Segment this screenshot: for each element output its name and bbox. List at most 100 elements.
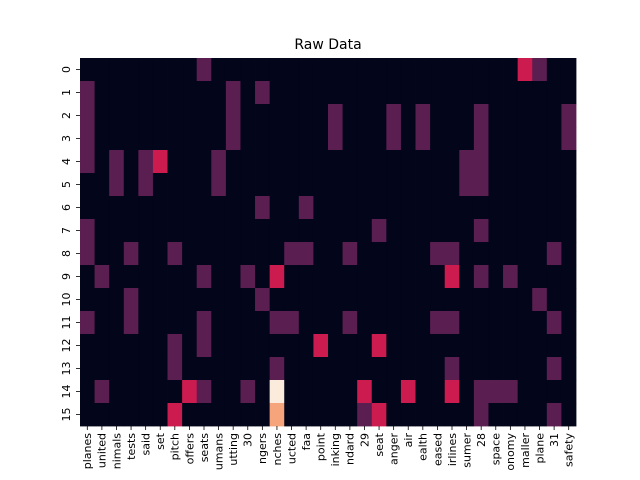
heatmap-cell — [152, 150, 168, 174]
heatmap-cell — [138, 288, 154, 312]
heatmap-cell — [167, 196, 183, 220]
heatmap-cell — [342, 127, 358, 151]
heatmap-cell — [182, 150, 198, 174]
heatmap-cell — [532, 81, 548, 105]
heatmap-cell — [255, 81, 271, 105]
heatmap-cell — [80, 81, 95, 105]
heatmap-cell — [225, 81, 241, 105]
heatmap-cell — [415, 173, 431, 197]
heatmap-cell — [561, 265, 577, 289]
heatmap-cell — [313, 219, 329, 243]
heatmap-cell — [240, 357, 256, 381]
heatmap-cell — [386, 104, 402, 128]
heatmap-cell — [284, 196, 300, 220]
heatmap-cell — [284, 104, 300, 128]
heatmap-cell — [182, 380, 198, 404]
heatmap-cell — [255, 265, 271, 289]
heatmap-cell — [211, 242, 227, 266]
heatmap-cell — [182, 334, 198, 358]
heatmap-cell — [561, 288, 577, 312]
heatmap-cell — [473, 58, 489, 82]
heatmap-cell — [546, 58, 562, 82]
heatmap-cell — [167, 242, 183, 266]
heatmap-cell — [342, 58, 358, 82]
heatmap-cell — [473, 127, 489, 151]
heatmap-cell — [342, 288, 358, 312]
heatmap-cell — [386, 311, 402, 335]
heatmap-cell — [152, 288, 168, 312]
heatmap-cell — [240, 242, 256, 266]
heatmap-cell — [328, 196, 343, 220]
heatmap-cell — [503, 357, 519, 381]
heatmap-cell — [196, 127, 212, 151]
heatmap-cell — [473, 242, 489, 266]
heatmap-cell — [357, 219, 373, 243]
heatmap-cell — [94, 380, 110, 404]
heatmap-cell — [488, 242, 504, 266]
y-tick-label: 10 — [60, 293, 73, 307]
heatmap-cell — [342, 196, 358, 220]
heatmap-cell — [415, 265, 431, 289]
x-axis: planes united nimals tests said set pitch offer… — [81, 426, 576, 471]
heatmap-cell — [503, 81, 519, 105]
heatmap-cell — [488, 127, 504, 151]
heatmap-cell — [269, 334, 285, 358]
heatmap-cell — [182, 311, 198, 335]
heatmap-cell — [430, 104, 446, 128]
heatmap-cell — [196, 288, 212, 312]
heatmap-cell — [357, 403, 373, 427]
heatmap-cell — [167, 104, 183, 128]
x-tick-label: said — [140, 433, 153, 456]
y-tick-label: 2 — [60, 112, 73, 119]
x-tick-label: ngers — [256, 433, 269, 464]
heatmap-cell — [430, 242, 446, 266]
heatmap-cell — [240, 173, 256, 197]
heatmap-cell — [240, 334, 256, 358]
heatmap-cell — [532, 242, 548, 266]
heatmap-cell — [182, 403, 198, 427]
heatmap-cell — [269, 380, 285, 404]
heatmap-cell — [546, 334, 562, 358]
heatmap-cell — [444, 173, 460, 197]
heatmap-cell — [298, 81, 314, 105]
heatmap-cell — [400, 150, 416, 174]
heatmap-cell — [182, 357, 198, 381]
y-tick-label: 3 — [60, 135, 73, 142]
heatmap-cell — [138, 127, 154, 151]
heatmap-cell — [182, 58, 198, 82]
heatmap-cell — [225, 242, 241, 266]
heatmap-cell — [517, 265, 533, 289]
heatmap-cell — [167, 173, 183, 197]
heatmap-cell — [430, 311, 446, 335]
heatmap-cell — [313, 380, 329, 404]
heatmap-cell — [415, 357, 431, 381]
heatmap-cell — [386, 242, 402, 266]
heatmap-cell — [430, 219, 446, 243]
heatmap-cell — [196, 265, 212, 289]
heatmap-cell — [488, 311, 504, 335]
y-tick-label: 7 — [60, 227, 73, 234]
heatmap-cell — [211, 127, 227, 151]
x-tick-label: nimals — [110, 433, 123, 470]
heatmap-cell — [138, 196, 154, 220]
x-tick-label: 28 — [475, 433, 488, 447]
heatmap-cell — [240, 104, 256, 128]
heatmap-cell — [284, 58, 300, 82]
heatmap-cell — [255, 173, 271, 197]
heatmap-cell — [123, 58, 139, 82]
heatmap-cell — [532, 288, 548, 312]
heatmap-cell — [459, 150, 475, 174]
heatmap-cell — [328, 265, 343, 289]
heatmap-cell — [255, 288, 271, 312]
y-tick-label: 0 — [60, 66, 73, 73]
heatmap-cell — [386, 219, 402, 243]
heatmap-cell — [94, 219, 110, 243]
heatmap-cell — [328, 334, 343, 358]
heatmap-cell — [328, 127, 343, 151]
heatmap-cell — [503, 127, 519, 151]
heatmap-cell — [313, 104, 329, 128]
heatmap-cell — [546, 104, 562, 128]
heatmap-cell — [313, 81, 329, 105]
heatmap-cell — [415, 334, 431, 358]
heatmap-cell — [284, 311, 300, 335]
